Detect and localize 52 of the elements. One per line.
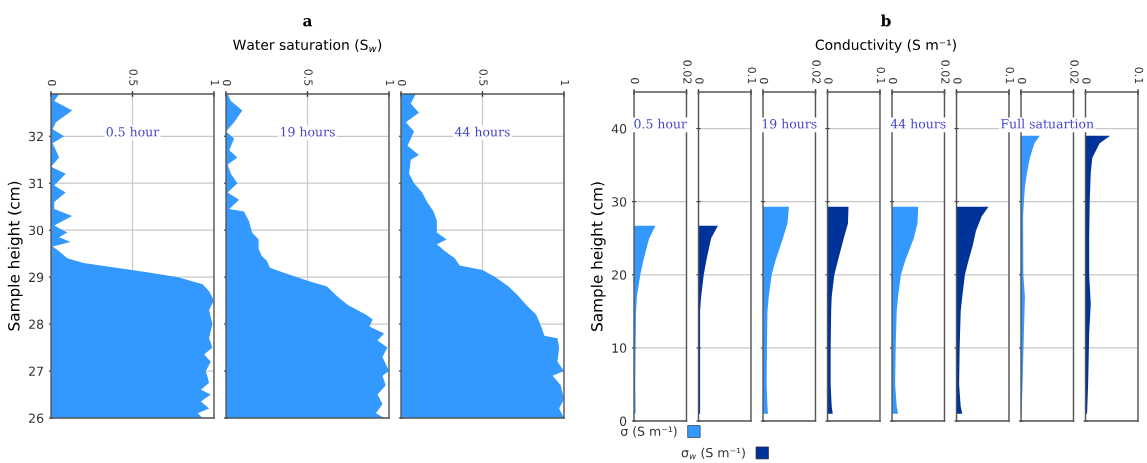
- x-tick-label: 0: [888, 78, 898, 84]
- annotation: 19 hours: [281, 126, 335, 137]
- x-tick-label: 0.1: [1134, 67, 1144, 84]
- x-tick-label: 1: [210, 80, 220, 86]
- y-tick-label: 10: [612, 343, 627, 353]
- x-tick-label: 0.5: [304, 69, 313, 86]
- x-tick-label: 0: [953, 78, 962, 84]
- y-tick-label: 0: [619, 416, 627, 426]
- legend-label: σ$_{w}$ (S m⁻¹): [681, 447, 745, 460]
- text: a: [303, 18, 313, 27]
- x-tick-label: 0: [695, 78, 704, 84]
- x-tick-label: 0: [759, 78, 769, 84]
- x-tick-label: 0: [824, 78, 833, 84]
- x-tick-label: 0: [630, 78, 640, 84]
- y-tick-label: 27: [29, 366, 43, 376]
- x-tick-label: 0.1: [876, 67, 886, 84]
- y-tick-label: 20: [612, 270, 627, 280]
- y-tick-label: 32: [29, 131, 43, 142]
- annotation: 44 hours: [454, 126, 510, 137]
- x-tick-label: 0: [397, 80, 407, 86]
- text: b: [881, 14, 891, 27]
- x-tick-label: 0: [1082, 78, 1091, 84]
- x-tick-label: 0.02: [683, 60, 692, 84]
- y-tick-label: 31: [29, 178, 43, 189]
- x-tick-label: 1: [385, 80, 395, 86]
- y-tick-label: 28: [29, 319, 44, 330]
- y-tick-label: 30: [612, 197, 627, 207]
- x-tick-label: 0.02: [1070, 60, 1079, 84]
- x-tick-label: 0.02: [812, 60, 821, 84]
- annotation: 0.5 hour: [634, 118, 687, 129]
- text: Conductivity (S m⁻¹): [815, 39, 956, 53]
- text: Water saturation (S$_{w}$): [233, 39, 382, 53]
- x-tick-label: 0.1: [1005, 67, 1015, 84]
- legend-label: σ (S m⁻¹): [621, 426, 677, 438]
- x-tick-label: 0: [47, 80, 57, 86]
- x-tick-label: 0: [1017, 78, 1027, 84]
- annotation: Full satuartion: [1001, 118, 1094, 129]
- y-tick-label: 29: [29, 272, 44, 283]
- y-tick-label: 26: [29, 413, 44, 423]
- annotation: 19 hours: [762, 118, 817, 129]
- y-axis-title: Sample height (cm): [590, 182, 606, 331]
- y-tick-label: 40: [611, 124, 627, 134]
- x-tick-label: 1: [560, 80, 570, 86]
- annotation: 0.5 hour: [106, 126, 160, 137]
- annotation: 44 hours: [890, 118, 946, 129]
- x-tick-label: 0.1: [747, 67, 757, 84]
- x-tick-label: 0.5: [479, 69, 488, 86]
- y-axis-title: Sample height (cm): [7, 181, 23, 331]
- x-tick-label: 0.5: [129, 69, 138, 86]
- y-tick-label: 30: [29, 225, 44, 236]
- x-tick-label: 0.02: [941, 60, 950, 84]
- x-tick-label: 0: [222, 80, 232, 86]
